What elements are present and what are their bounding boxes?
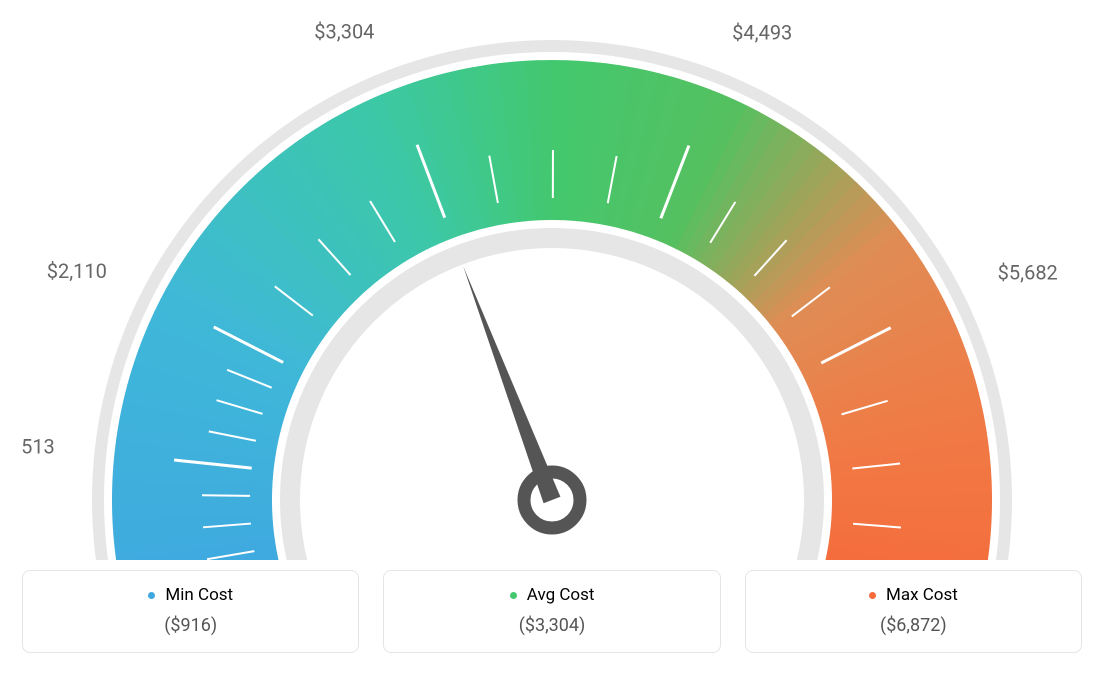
- legend-title-max: Max Cost: [756, 585, 1071, 605]
- gauge-tick-label: $3,304: [314, 20, 374, 44]
- legend-card-min: Min Cost ($916): [22, 570, 359, 653]
- legend-card-avg: Avg Cost ($3,304): [383, 570, 720, 653]
- dot-avg: [510, 592, 517, 599]
- legend-title-avg: Avg Cost: [394, 585, 709, 605]
- legend-title-min: Min Cost: [33, 585, 348, 605]
- legend-label-max: Max Cost: [886, 585, 958, 605]
- gauge-tick-label: $2,110: [47, 259, 107, 283]
- gauge-tick-label: $4,493: [732, 21, 792, 45]
- legend-row: Min Cost ($916) Avg Cost ($3,304) Max Co…: [22, 570, 1082, 653]
- gauge-tick-label: $5,682: [998, 260, 1058, 284]
- gauge-svg: $916$1,513$2,110$3,304$4,493$5,682$6,872: [22, 20, 1082, 560]
- legend-card-max: Max Cost ($6,872): [745, 570, 1082, 653]
- legend-label-min: Min Cost: [165, 585, 233, 605]
- legend-value-avg: ($3,304): [394, 615, 709, 636]
- dot-max: [869, 592, 876, 599]
- dot-min: [148, 592, 155, 599]
- legend-value-max: ($6,872): [756, 615, 1071, 636]
- legend-label-avg: Avg Cost: [527, 585, 595, 605]
- cost-gauge-chart: $916$1,513$2,110$3,304$4,493$5,682$6,872: [22, 20, 1082, 560]
- gauge-tick-label: $1,513: [22, 434, 55, 458]
- legend-value-min: ($916): [33, 615, 348, 636]
